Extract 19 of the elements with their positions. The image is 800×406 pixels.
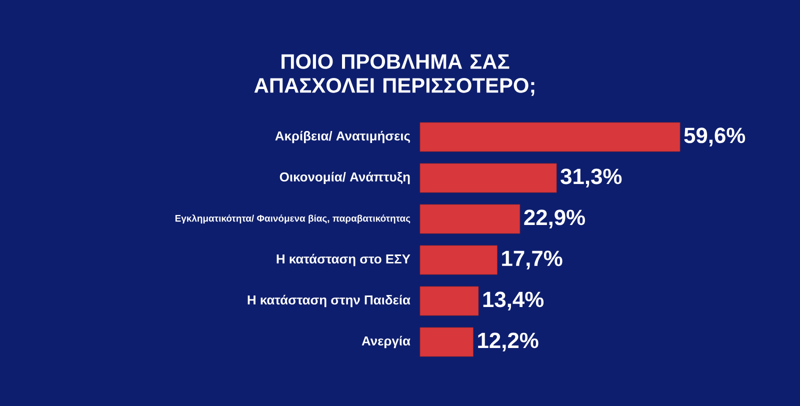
y-tick-label: Η κατάσταση στην Παιδεία bbox=[248, 294, 410, 308]
data-label: 59,6% bbox=[684, 128, 746, 146]
chart-title: ΠΟΙΟ ΠΡΟΒΛΗΜΑ ΣΑΣ ΑΠΑΣΧΟΛΕΙ ΠΕΡΙΣΣΟΤΕΡΟ; bbox=[254, 54, 534, 96]
bar bbox=[420, 286, 479, 316]
bar bbox=[420, 327, 474, 357]
data-label: 12,2% bbox=[478, 332, 538, 352]
y-tick-label: Οικονομία/ Ανάπτυξη bbox=[280, 172, 410, 184]
data-label: 17,7% bbox=[502, 250, 562, 270]
bar bbox=[420, 122, 680, 152]
y-tick-label: Η κατάσταση στο ΕΣΥ bbox=[276, 254, 410, 266]
bar bbox=[420, 204, 520, 234]
y-tick-label: Εγκληματικότητα/ Φαινόμενα βίας, παραβατικότητας bbox=[175, 214, 410, 224]
y-tick-label: Ακρίβεια/ Ανατιμήσεις bbox=[275, 130, 410, 144]
data-label: 22,9% bbox=[524, 210, 585, 228]
data-label: 31,3% bbox=[560, 168, 622, 188]
bar bbox=[420, 163, 557, 193]
y-tick-label: Ανεργία bbox=[362, 336, 410, 348]
data-label: 13,4% bbox=[483, 292, 544, 310]
bar bbox=[420, 245, 498, 275]
